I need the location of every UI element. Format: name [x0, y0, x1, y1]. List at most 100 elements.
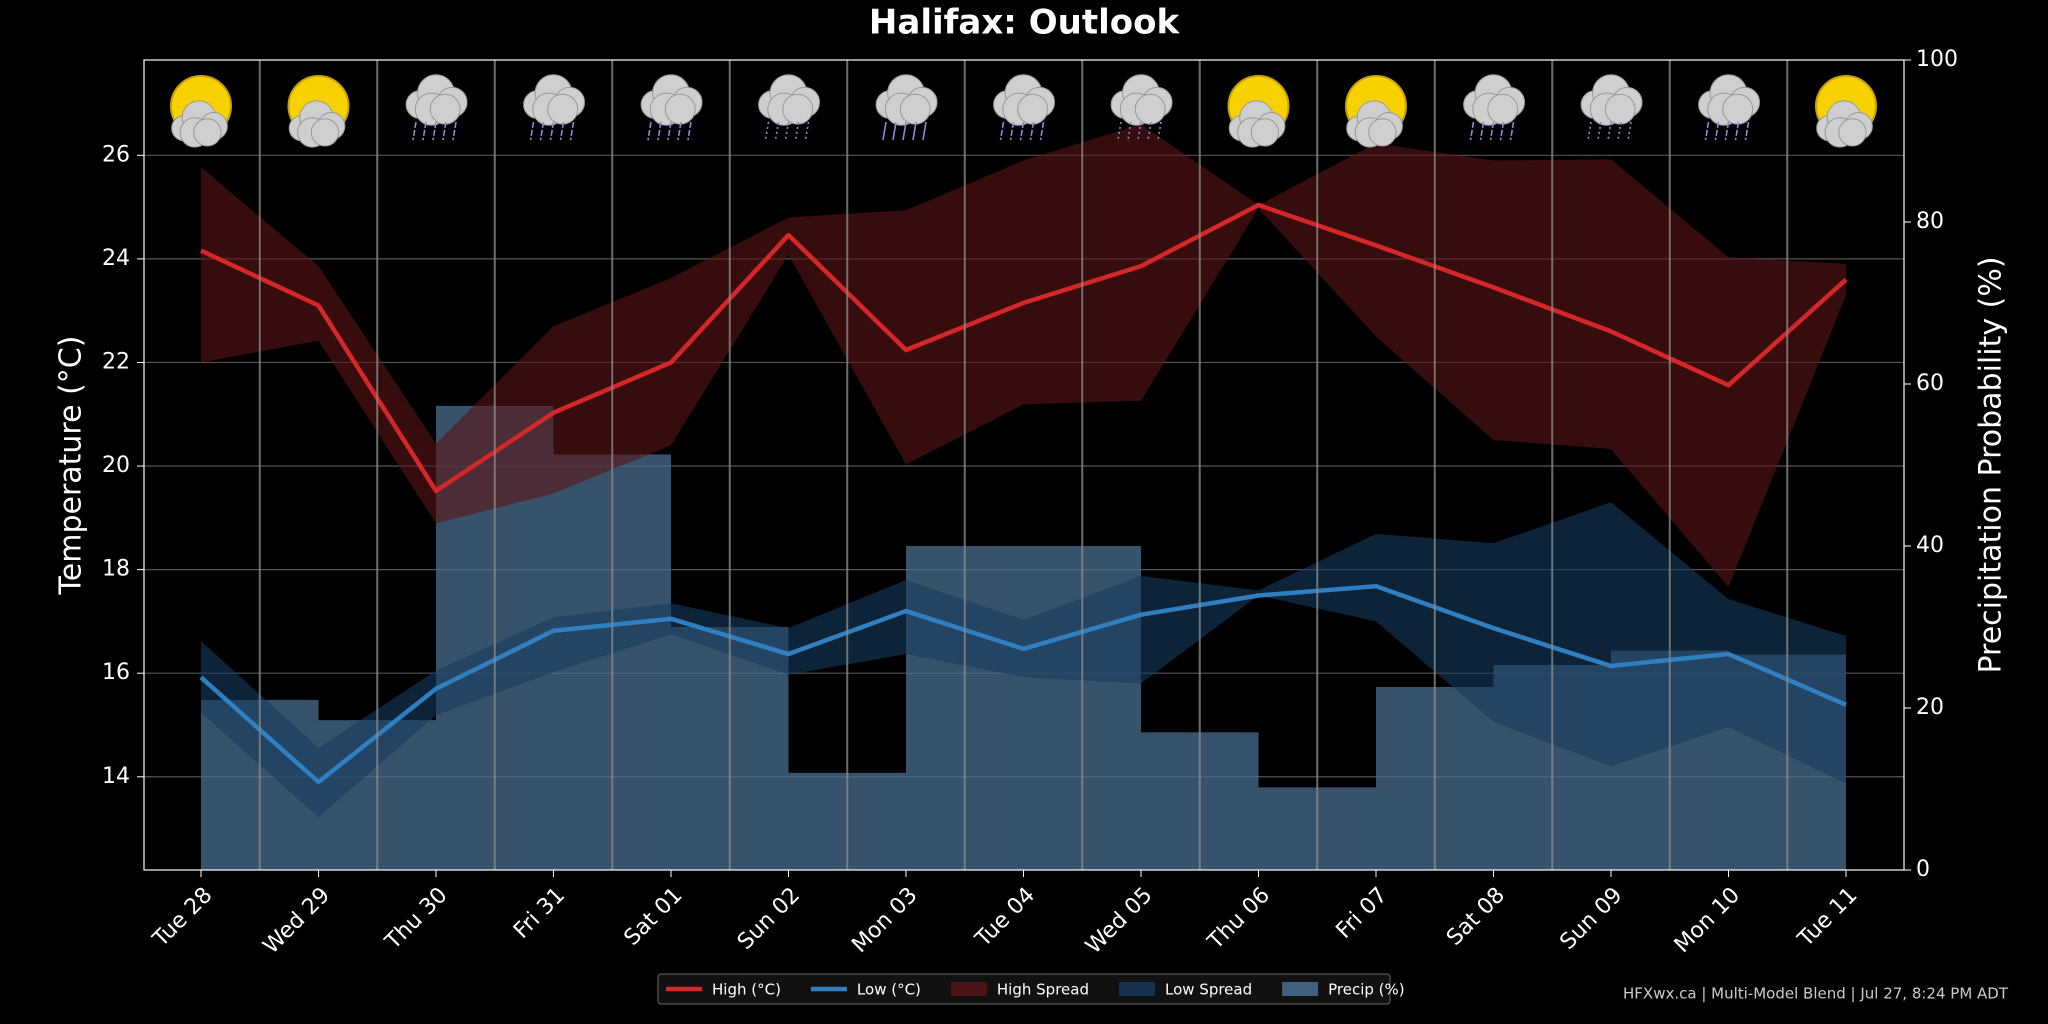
icon-cloud	[1487, 93, 1519, 125]
weather-icon	[1227, 75, 1290, 148]
icon-rain	[912, 121, 917, 141]
weather-icon	[405, 74, 468, 141]
y-tick-label: 24	[102, 246, 130, 271]
icon-rain	[1597, 121, 1602, 141]
y2-tick-label: 40	[1916, 533, 1944, 558]
weather-icon	[170, 75, 232, 148]
icon-rain	[452, 121, 457, 141]
icon-cloud	[547, 93, 579, 125]
icon-rain	[804, 121, 810, 141]
y-tick-label: 20	[102, 453, 130, 478]
icon-cloud	[1722, 93, 1754, 125]
icon-rain	[794, 121, 800, 141]
icon-rain	[1714, 121, 1720, 141]
weather-icon	[1463, 74, 1526, 141]
icon-rain	[892, 121, 897, 141]
icon-rain	[1627, 121, 1632, 141]
icon-rain	[1499, 121, 1505, 141]
icon-rain	[882, 121, 887, 141]
icon-rain	[1127, 121, 1132, 141]
icon-rain	[657, 121, 662, 141]
icon-cloud	[664, 93, 696, 125]
icon-rain	[422, 121, 427, 141]
icon-rain	[432, 121, 437, 141]
icon-rain	[667, 121, 672, 141]
icon-rain	[1157, 121, 1162, 141]
icon-cloud	[1368, 118, 1397, 147]
y2-tick-label: 20	[1916, 695, 1944, 720]
y2-tick-label: 80	[1916, 209, 1944, 234]
icon-rain	[442, 121, 447, 141]
y-tick-label: 22	[102, 349, 130, 374]
icon-cloud	[782, 93, 814, 125]
icon-rain	[1509, 121, 1515, 141]
legend-label: High (°C)	[712, 981, 781, 999]
icon-rain	[1607, 121, 1612, 141]
icon-rain	[1744, 121, 1750, 141]
y2-axis-label: Precipitation Probability (%)	[1974, 256, 2009, 673]
icon-cloud	[1017, 93, 1049, 125]
icon-rain	[412, 121, 417, 141]
weather-icon	[640, 74, 703, 141]
icon-rain	[999, 121, 1005, 141]
y-tick-label: 26	[102, 142, 130, 167]
weather-icon	[1110, 74, 1173, 141]
y2-tick-label: 60	[1916, 371, 1944, 396]
weather-icon	[993, 74, 1056, 141]
icon-rain	[1019, 121, 1025, 141]
icon-rain	[764, 121, 770, 141]
legend-swatch	[1282, 982, 1319, 996]
icon-rain	[1039, 121, 1045, 141]
icon-rain	[1587, 121, 1592, 141]
legend-swatch	[1118, 982, 1155, 996]
icon-rain	[687, 121, 692, 141]
icon-cloud	[1838, 118, 1867, 147]
icon-rain	[1469, 121, 1475, 141]
icon-rain	[1489, 121, 1495, 141]
icon-rain	[539, 121, 545, 141]
icon-rain	[1479, 121, 1485, 141]
icon-rain	[1137, 121, 1142, 141]
icon-rain	[922, 121, 927, 141]
weather-icon	[758, 74, 821, 141]
icon-cloud	[193, 118, 222, 147]
icon-rain	[1617, 121, 1622, 141]
icon-rain	[774, 121, 780, 141]
weather-icon	[1815, 75, 1877, 148]
weather-icon	[1345, 75, 1407, 148]
legend-label: Low (°C)	[857, 981, 921, 999]
icon-rain	[1147, 121, 1152, 141]
icon-rain	[1734, 121, 1740, 141]
icon-cloud	[1134, 93, 1166, 125]
y-axis-label: Temperature (°C)	[54, 336, 89, 596]
legend-label: Low Spread	[1165, 981, 1252, 999]
legend-swatch	[950, 982, 987, 996]
weather-icon	[875, 74, 938, 141]
icon-cloud	[1250, 118, 1280, 147]
y2-tick-label: 100	[1916, 47, 1958, 72]
icon-rain	[647, 121, 652, 141]
icon-rain	[677, 121, 682, 141]
temp-line	[200, 202, 1848, 494]
icon-rain	[569, 121, 575, 141]
icon-rain	[1724, 121, 1730, 141]
weather-icon	[1580, 74, 1643, 141]
legend-box	[657, 973, 1391, 1005]
icon-rain	[529, 121, 535, 141]
icon-rain	[1117, 121, 1122, 141]
y-tick-label: 16	[102, 660, 130, 685]
y-tick-label: 14	[102, 764, 130, 789]
y2-tick-label: 0	[1916, 857, 1930, 882]
icon-cloud	[310, 118, 340, 147]
icon-rain	[1029, 121, 1035, 141]
chart-title: Halifax: Outlook	[869, 3, 1181, 43]
icon-rain	[902, 121, 907, 141]
legend-label: Precip (%)	[1328, 981, 1405, 999]
legend-label: High Spread	[997, 981, 1089, 999]
icon-rain	[559, 121, 565, 141]
icon-rain	[1704, 121, 1710, 141]
icon-cloud	[1604, 93, 1636, 125]
icon-rain	[549, 121, 555, 141]
